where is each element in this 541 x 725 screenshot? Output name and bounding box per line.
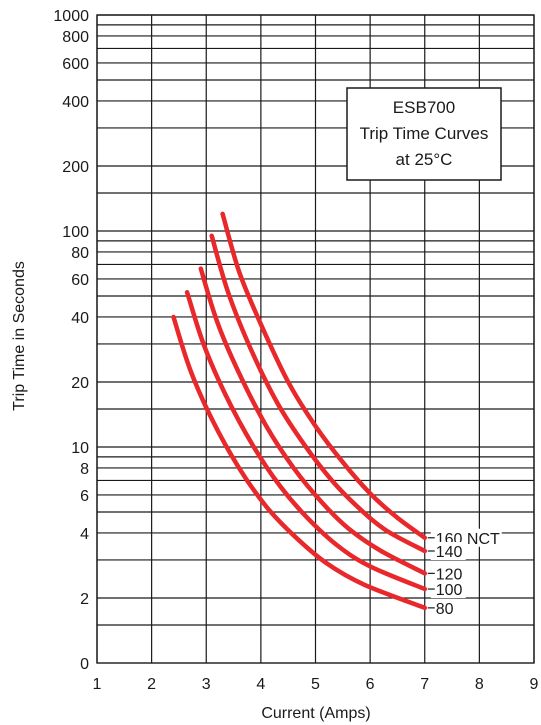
series-label-bg [430,542,466,561]
x-tick-label: 1 [93,676,102,693]
x-axis-title: Current (Amps) [261,705,370,722]
plot-frame [96,14,535,664]
trip-curve-120 [198,266,428,576]
x-tick-label: 7 [420,676,429,693]
y-tick-label: 600 [62,56,89,73]
y-tick-label: 80 [71,245,89,262]
trip-curve-80 [171,314,428,611]
y-tick-label: 100 [62,224,89,241]
series-label-bg [430,598,457,617]
x-tick-label: 6 [366,676,375,693]
title-box-border [346,87,502,181]
series-label-80: 80 [436,601,454,618]
y-axis-title: Trip Time in Seconds [11,261,28,411]
axis-ticks: 1 2 3 4 5 6 7 8 9 0 2 4 6 8 10 20 40 60 80 100 200 400 600 800 1… [53,8,538,693]
chart-title-line-2: Trip Time Curves [360,124,489,143]
x-tick-label: 2 [147,676,156,693]
trip-curve-140 [209,233,428,554]
series-label-bg [430,580,466,599]
y-tick-label: 800 [62,29,89,46]
x-tick-label: 8 [475,676,484,693]
title-box: ESB700 Trip Time Curves at 25°C [346,87,502,181]
y-tick-label: 40 [71,310,89,327]
x-tick-label: 3 [202,676,211,693]
y-tick-label: 200 [62,159,89,176]
y-tick-label: 8 [80,461,89,478]
y-tick-label: 20 [71,375,89,392]
y-tick-label: 400 [62,94,89,111]
y-tick-label: 10 [71,440,89,457]
trip-curve-100 [184,290,428,592]
y-tick-label: 4 [80,526,89,543]
series-label-140: 140 [436,544,463,561]
series-label-100: 100 [436,582,463,599]
y-tick-label: 6 [80,488,89,505]
y-tick-label: 60 [71,272,89,289]
y-tick-label: 0 [80,656,89,673]
series-label-120: 120 [436,566,463,583]
y-tick-label: 2 [80,591,89,608]
series-label-bg [430,564,466,583]
trip-curve-160-nct [220,211,428,541]
chart-title-line-3: at 25°C [396,150,453,169]
chart-title-line-1: ESB700 [393,98,455,117]
y-tick-label: 1000 [53,8,89,25]
x-tick-label: 9 [530,676,539,693]
x-tick-label: 5 [311,676,320,693]
x-tick-label: 4 [256,676,265,693]
